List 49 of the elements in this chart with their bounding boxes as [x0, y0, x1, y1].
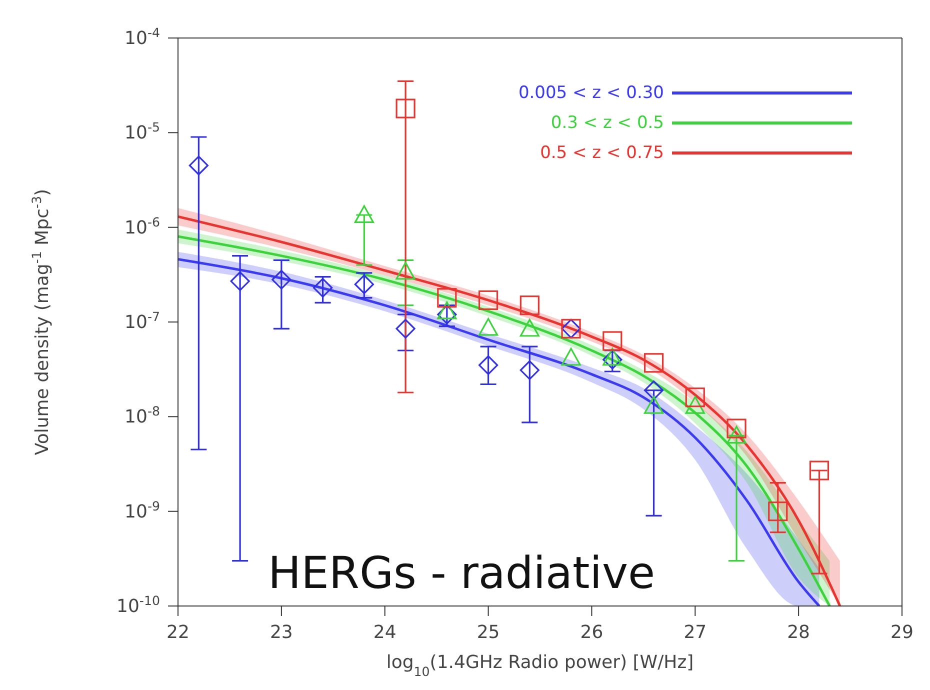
point — [809, 460, 830, 480]
x-tick-label: 23 — [270, 622, 293, 643]
point — [396, 98, 416, 118]
point — [478, 355, 498, 375]
point — [685, 396, 705, 414]
point — [272, 270, 292, 290]
x-tick-label: 26 — [580, 622, 604, 643]
y-tick-label: 10$^{-5}$ — [124, 119, 160, 144]
point — [644, 396, 664, 414]
point — [726, 418, 746, 438]
text: 0.005 < z < 0.30 — [518, 83, 664, 103]
point — [520, 296, 540, 316]
point — [726, 426, 746, 444]
point — [561, 348, 581, 366]
text: 0.5 < z < 0.75 — [540, 143, 664, 163]
x-tick-label: 22 — [166, 622, 190, 643]
point — [354, 205, 374, 223]
y-tick-label: 10$^{-4}$ — [124, 24, 160, 49]
point — [230, 271, 250, 291]
point — [602, 331, 622, 351]
point — [313, 278, 333, 298]
point — [644, 353, 664, 373]
point — [478, 318, 498, 336]
point — [437, 288, 457, 308]
x-tick-label: 28 — [787, 622, 810, 643]
point — [520, 318, 540, 337]
point — [354, 274, 374, 294]
text: 0.3 < z < 0.5 — [550, 113, 664, 133]
point — [768, 502, 788, 522]
point — [396, 318, 416, 338]
y-tick-label: 10$^{-10}$ — [116, 592, 160, 617]
point — [602, 348, 622, 366]
x-axis-title: log$_{10}$(1.4GHz Radio power) [W/Hz] — [386, 652, 694, 678]
annotation: HERGs - radiative — [268, 548, 656, 599]
y-tick-label: 10$^{-7}$ — [124, 308, 160, 333]
y-tick-label: 10$^{-6}$ — [124, 214, 160, 238]
x-tick-label: 29 — [890, 622, 914, 643]
point — [685, 388, 705, 408]
point — [644, 380, 664, 400]
x-tick-label: 27 — [684, 622, 707, 643]
y-tick-label: 10$^{-9}$ — [124, 498, 160, 522]
point — [396, 262, 416, 280]
point — [478, 290, 498, 310]
point — [437, 301, 457, 320]
x-tick-label: 24 — [373, 622, 396, 643]
y-tick-label: 10$^{-8}$ — [124, 403, 160, 428]
point — [520, 360, 540, 380]
x-tick-label: 25 — [476, 622, 500, 643]
point — [188, 156, 208, 176]
